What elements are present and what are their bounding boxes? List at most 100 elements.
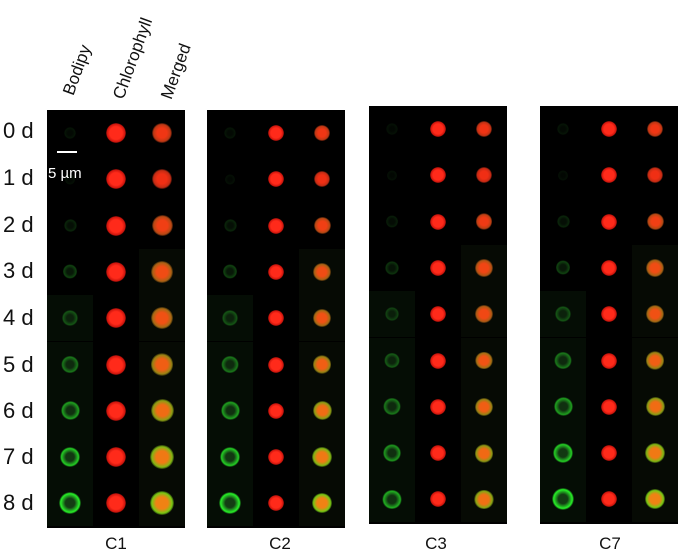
cell-fluorescence bbox=[151, 261, 173, 283]
cell-fluorescence bbox=[601, 213, 617, 230]
micrograph-cell bbox=[139, 110, 185, 156]
cell-fluorescence bbox=[61, 355, 79, 374]
micrograph-cell bbox=[253, 295, 299, 342]
cell-fluorescence bbox=[475, 213, 493, 230]
cell-fluorescence bbox=[475, 167, 493, 184]
micrograph-cell bbox=[47, 110, 93, 156]
cell-fluorescence bbox=[430, 491, 446, 508]
column-label-merged: Merged bbox=[157, 40, 195, 102]
cell-fluorescence bbox=[313, 124, 331, 142]
micrograph-cell bbox=[139, 295, 185, 342]
cell-fluorescence bbox=[221, 355, 239, 374]
micrograph-cell bbox=[369, 152, 415, 199]
cell-fluorescence bbox=[474, 397, 494, 416]
cell-fluorescence bbox=[151, 169, 173, 190]
micrograph-cell bbox=[632, 476, 678, 523]
cell-fluorescence bbox=[106, 493, 126, 514]
micrograph-cell bbox=[93, 156, 139, 203]
cell-fluorescence bbox=[552, 488, 574, 511]
micrograph-cell bbox=[207, 434, 253, 481]
micrograph-cell bbox=[299, 202, 345, 249]
cell-fluorescence bbox=[60, 401, 80, 421]
panel-title-c2: C2 bbox=[269, 534, 291, 553]
micrograph-cell bbox=[632, 337, 678, 384]
cell-fluorescence bbox=[313, 217, 331, 235]
panel-title-c3: C3 bbox=[425, 534, 447, 553]
micrograph-cell bbox=[540, 198, 586, 245]
cell-fluorescence bbox=[313, 171, 331, 188]
cell-fluorescence bbox=[106, 123, 126, 143]
micrograph-cell bbox=[632, 291, 678, 338]
micrograph-cell bbox=[93, 110, 139, 156]
micrograph-cell bbox=[461, 476, 507, 523]
micrograph-cell bbox=[93, 341, 139, 388]
micrograph-cell bbox=[415, 106, 461, 152]
micrograph-cell bbox=[207, 387, 253, 434]
cell-fluorescence bbox=[474, 489, 494, 509]
cell-fluorescence bbox=[430, 121, 446, 137]
cell-fluorescence bbox=[219, 446, 241, 468]
micrograph-cell bbox=[47, 156, 93, 203]
micrograph-cell bbox=[93, 202, 139, 249]
micrograph-cell bbox=[47, 387, 93, 434]
cell-fluorescence bbox=[555, 260, 571, 276]
micrograph-cell bbox=[586, 337, 632, 384]
cell-fluorescence bbox=[386, 123, 398, 135]
cell-fluorescence bbox=[557, 123, 569, 135]
panel-title-c7: C7 bbox=[599, 534, 621, 553]
micrograph-cell bbox=[632, 383, 678, 430]
cell-fluorescence bbox=[59, 446, 81, 468]
micrograph-cell bbox=[299, 156, 345, 203]
micrograph-cell bbox=[369, 383, 415, 430]
cell-fluorescence bbox=[268, 171, 284, 188]
micrograph-cell bbox=[139, 156, 185, 203]
micrograph-cell bbox=[369, 106, 415, 152]
micrograph-cell bbox=[415, 337, 461, 384]
cell-fluorescence bbox=[475, 259, 493, 277]
cell-fluorescence bbox=[601, 306, 617, 323]
cell-fluorescence bbox=[430, 306, 446, 323]
cell-fluorescence bbox=[553, 397, 573, 417]
micrograph-cell bbox=[253, 480, 299, 527]
micrograph-cell bbox=[586, 106, 632, 152]
row-label-2d: 2 d bbox=[3, 212, 34, 237]
scale-bar bbox=[57, 151, 77, 153]
micrograph-panel-c2 bbox=[207, 110, 345, 528]
row-label-4d: 4 d bbox=[3, 305, 34, 330]
micrograph-cell bbox=[586, 291, 632, 338]
cell-fluorescence bbox=[268, 217, 284, 234]
micrograph-cell bbox=[139, 248, 185, 295]
micrograph-cell bbox=[540, 152, 586, 199]
row-label-0d: 0 d bbox=[3, 118, 34, 143]
micrograph-cell bbox=[540, 244, 586, 291]
micrograph-cell bbox=[540, 291, 586, 338]
cell-fluorescence bbox=[64, 127, 76, 139]
cell-fluorescence bbox=[268, 495, 284, 512]
cell-fluorescence bbox=[601, 352, 617, 369]
cell-fluorescence bbox=[151, 215, 173, 237]
cell-fluorescence bbox=[557, 169, 569, 181]
cell-fluorescence bbox=[223, 219, 237, 233]
micrograph-cell bbox=[93, 387, 139, 434]
micrograph-cell bbox=[253, 202, 299, 249]
cell-fluorescence bbox=[552, 442, 574, 464]
micrograph-cell bbox=[540, 337, 586, 384]
micrograph-cell bbox=[540, 383, 586, 430]
micrograph-cell bbox=[299, 434, 345, 481]
micrograph-cell bbox=[253, 156, 299, 203]
micrograph-cell bbox=[207, 156, 253, 203]
micrograph-cell bbox=[93, 434, 139, 481]
cell-fluorescence bbox=[219, 492, 241, 515]
cell-fluorescence bbox=[222, 310, 238, 326]
cell-fluorescence bbox=[268, 449, 284, 466]
cell-fluorescence bbox=[430, 167, 446, 184]
cell-fluorescence bbox=[268, 356, 284, 373]
micrograph-cell bbox=[540, 476, 586, 523]
micrograph-cell bbox=[139, 202, 185, 249]
cell-fluorescence bbox=[224, 173, 236, 185]
cell-fluorescence bbox=[645, 351, 665, 370]
micrograph-cell bbox=[369, 430, 415, 477]
micrograph-cell bbox=[632, 244, 678, 291]
cell-fluorescence bbox=[555, 306, 571, 322]
micrograph-cell bbox=[632, 430, 678, 477]
